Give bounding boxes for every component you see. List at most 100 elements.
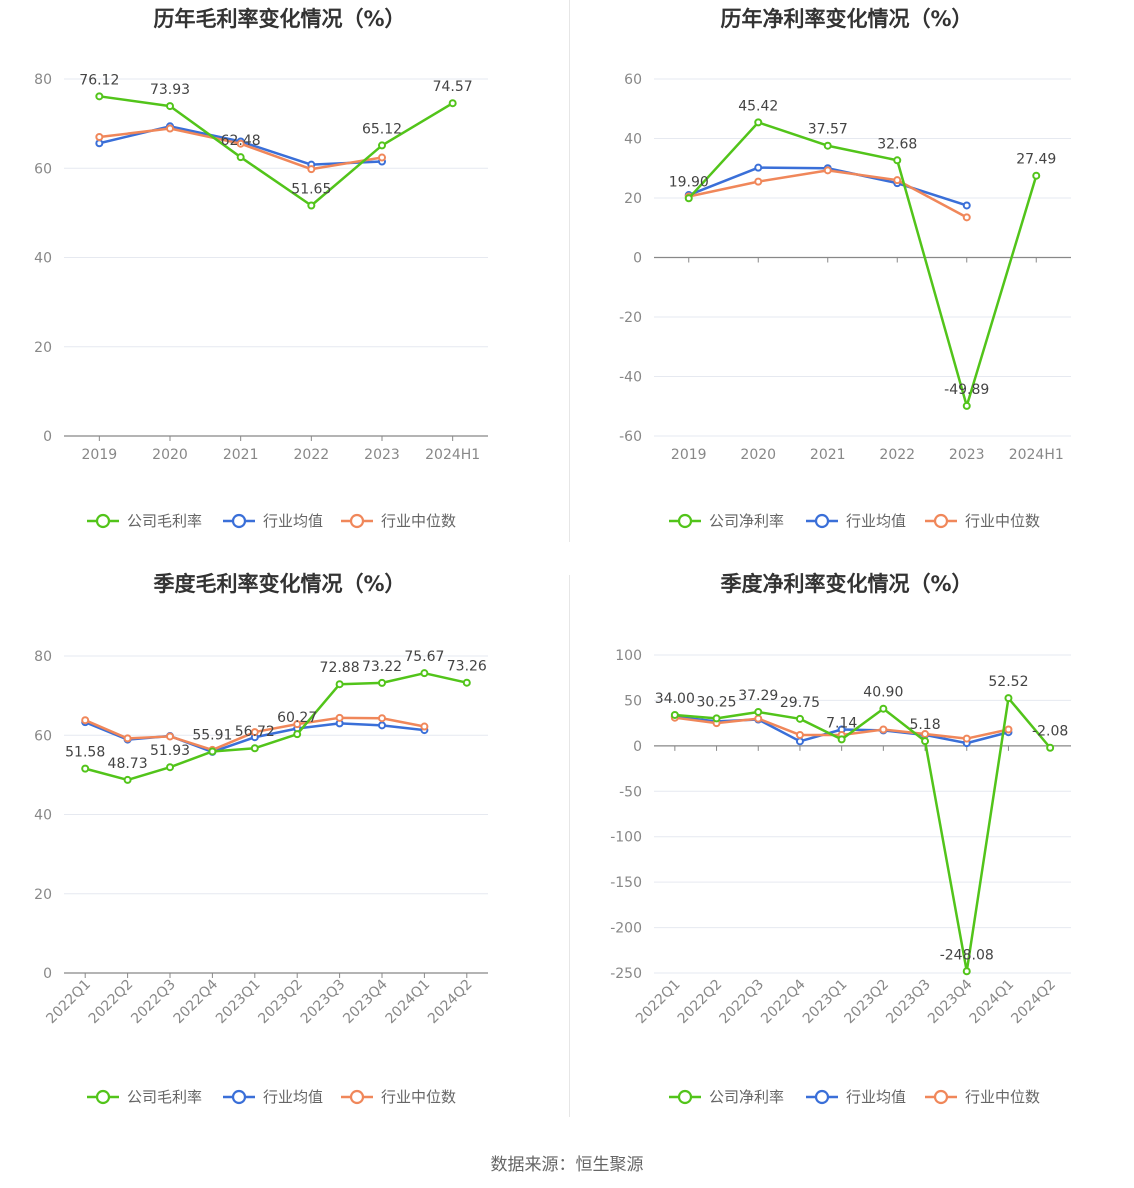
data-point-company [123, 775, 132, 784]
data-point-company [335, 680, 344, 689]
quarterly-gross-margin-chart: 季度毛利率变化情况（%）0204060802022Q12022Q22022Q32… [34, 572, 488, 1106]
legend-label: 公司净利率 [709, 1088, 784, 1106]
y-tick-label: 20 [624, 191, 642, 207]
data-point-median [81, 716, 90, 725]
data-point-median [420, 722, 429, 731]
annual-net-margin-chart: 历年净利率变化情况（%） -60 -40 -20 0 20 40 60 2019 2020 2021… [619, 7, 1071, 530]
data-point-company [250, 744, 259, 753]
data-label: 55.91 [192, 727, 232, 743]
x-tick-label: 2024Q1 [967, 977, 1018, 1028]
legend-item-avg[interactable]: 行业均值 [223, 512, 323, 530]
data-point-company [893, 156, 902, 165]
legend-item-avg[interactable]: 行业均值 [806, 1088, 906, 1106]
data-point-company [81, 764, 90, 773]
data-label: 37.57 [808, 122, 848, 138]
legend-item-median[interactable]: 行业中位数 [341, 512, 456, 530]
data-label: 45.42 [738, 98, 778, 114]
legend-item-median[interactable]: 行业中位数 [341, 1088, 456, 1106]
legend-marker [814, 1089, 830, 1105]
data-label: 74.57 [433, 79, 473, 95]
legend-marker [231, 513, 247, 529]
data-label: 51.58 [65, 745, 105, 761]
data-point-median [893, 176, 902, 185]
x-tick-label: 2022Q2 [86, 977, 137, 1028]
data-point-company [293, 730, 302, 739]
x-tick-label: 2023 [949, 447, 985, 463]
legend-item-company[interactable]: 公司净利率 [669, 1088, 784, 1106]
data-point-median [921, 730, 930, 739]
y-tick-label: 80 [34, 649, 52, 665]
data-point-median [166, 732, 174, 741]
legend-item-company[interactable]: 公司净利率 [669, 512, 784, 530]
y-tick-label: 80 [34, 72, 52, 88]
data-label: 51.65 [291, 182, 331, 198]
x-tick-label: 2020 [740, 447, 776, 463]
legend-item-median[interactable]: 行业中位数 [925, 512, 1040, 530]
chart-title: 历年毛利率变化情况（%） [153, 7, 405, 31]
y-tick-label: 0 [633, 251, 642, 267]
legend-item-company[interactable]: 公司毛利率 [87, 512, 202, 530]
data-source-note: 数据来源：恒生聚源 [490, 1155, 644, 1175]
data-point-avg [378, 721, 386, 730]
data-label: 51.93 [150, 743, 190, 759]
data-label: 5.18 [909, 717, 940, 733]
data-label: 65.12 [362, 121, 402, 137]
data-point-company [684, 194, 693, 203]
data-point-median [123, 734, 132, 743]
data-point-median [166, 124, 174, 133]
y-tick-label: 50 [624, 693, 642, 709]
x-tick-label: 2022Q1 [633, 977, 684, 1028]
data-label: -248.08 [940, 947, 994, 963]
data-point-median [307, 165, 316, 174]
legend-label: 行业中位数 [965, 512, 1040, 530]
series-line-company [674, 696, 1052, 973]
legend-item-median[interactable]: 行业中位数 [925, 1088, 1040, 1106]
x-tick-label: 2022Q1 [43, 977, 94, 1028]
data-label: 73.93 [150, 82, 190, 98]
x-tick-label: 2022Q4 [171, 976, 222, 1027]
data-point-median [823, 166, 832, 175]
column-divider [569, 575, 570, 1117]
data-point-median [754, 177, 763, 186]
x-tick-label: 2021 [223, 447, 259, 463]
data-label: 30.25 [697, 694, 737, 710]
legend-label: 行业均值 [846, 512, 906, 530]
x-tick-label: 2024Q1 [383, 977, 434, 1028]
data-label: 60.27 [277, 710, 317, 726]
x-tick-label: 2024Q2 [1008, 977, 1059, 1028]
legend-marker [933, 513, 949, 529]
legend-item-company[interactable]: 公司毛利率 [87, 1088, 202, 1106]
data-label: 37.29 [738, 688, 778, 704]
data-point-median [236, 139, 245, 148]
y-tick-label: 20 [34, 340, 52, 356]
x-tick-label: 2024H1 [1009, 447, 1064, 463]
data-point-company [962, 967, 971, 976]
x-tick-label: 2023Q4 [340, 976, 391, 1027]
x-tick-label: 2023Q1 [800, 977, 851, 1028]
data-point-median [1004, 725, 1013, 734]
x-tick-label: 2022Q3 [716, 977, 767, 1028]
x-tick-label: 2023Q4 [925, 976, 976, 1027]
data-point-median [95, 133, 104, 142]
data-label: 62.48 [221, 133, 261, 149]
data-point-company [236, 153, 245, 162]
x-tick-label: 2019 [671, 447, 707, 463]
data-point-company [1032, 171, 1041, 180]
y-tick-label: -60 [619, 429, 642, 445]
data-label: 40.90 [863, 685, 903, 701]
legend-item-avg[interactable]: 行业均值 [223, 1088, 323, 1106]
data-label: 52.52 [988, 674, 1028, 690]
data-point-median [335, 713, 344, 722]
legend-marker [677, 1089, 693, 1105]
y-tick-label: 40 [624, 132, 642, 148]
legend-label: 行业中位数 [381, 512, 456, 530]
data-label: 73.22 [362, 659, 402, 675]
annual-gross-margin-chart: 历年毛利率变化情况（%） 0 20 40 60 80 2019 2020 2021 2022 202… [34, 7, 488, 530]
data-point-company [420, 669, 429, 678]
legend-item-avg[interactable]: 行业均值 [806, 512, 906, 530]
x-tick-label: 2021 [810, 447, 846, 463]
y-tick-label: 40 [34, 808, 52, 824]
data-point-median [378, 714, 386, 723]
data-point-median [250, 728, 259, 737]
